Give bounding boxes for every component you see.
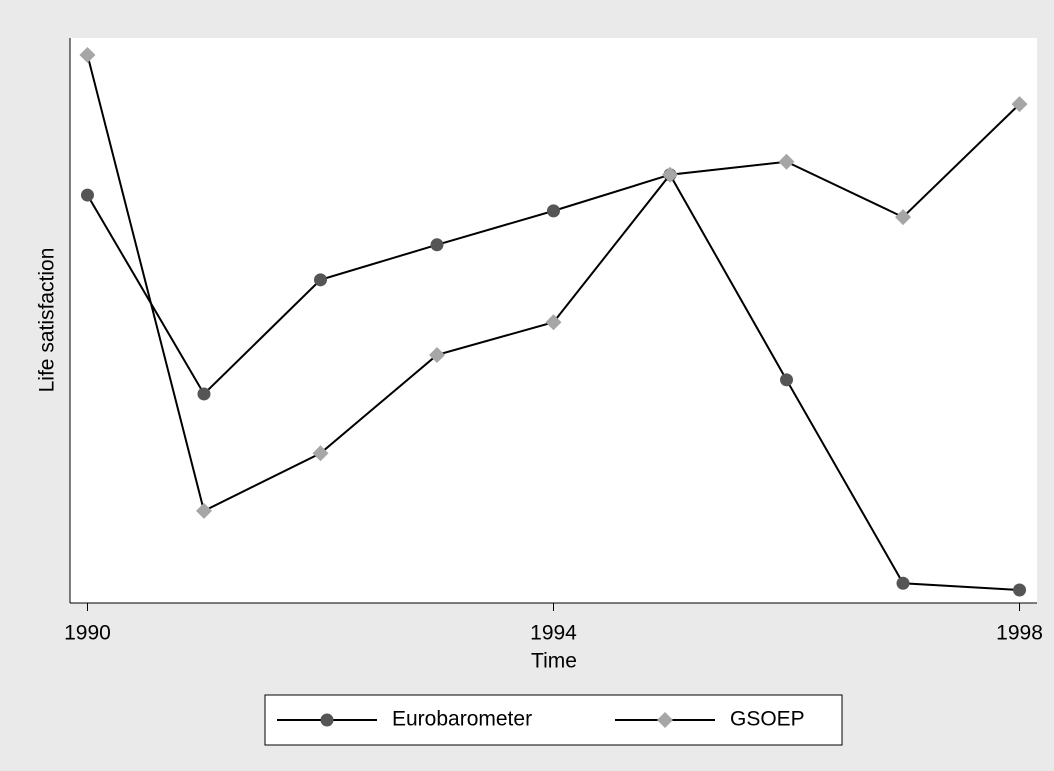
data-point [895, 209, 912, 226]
x-axis-label: Time [531, 650, 577, 673]
legend-label: Eurobarometer [392, 708, 532, 731]
data-point [896, 576, 910, 590]
data-point [430, 238, 444, 252]
data-point [778, 153, 795, 170]
data-point [662, 166, 679, 183]
data-point [545, 314, 562, 331]
y-axis-label: Life satisfaction [36, 248, 59, 393]
data-point [1011, 96, 1028, 113]
data-point [80, 188, 94, 202]
data-point [547, 204, 560, 218]
x-tick-label: 1990 [64, 622, 111, 645]
data-point [195, 502, 212, 519]
legend-marker [657, 712, 673, 728]
data-point [1013, 583, 1027, 597]
x-tick-label: 1998 [996, 622, 1043, 645]
data-point [197, 387, 211, 401]
legend-label: GSOEP [730, 708, 805, 731]
data-point [79, 46, 96, 63]
x-tick-label: 1994 [530, 622, 577, 645]
data-point [313, 273, 327, 287]
data-point [428, 346, 445, 363]
data-point [780, 373, 794, 387]
legend-marker [320, 713, 334, 727]
data-point [312, 445, 329, 462]
